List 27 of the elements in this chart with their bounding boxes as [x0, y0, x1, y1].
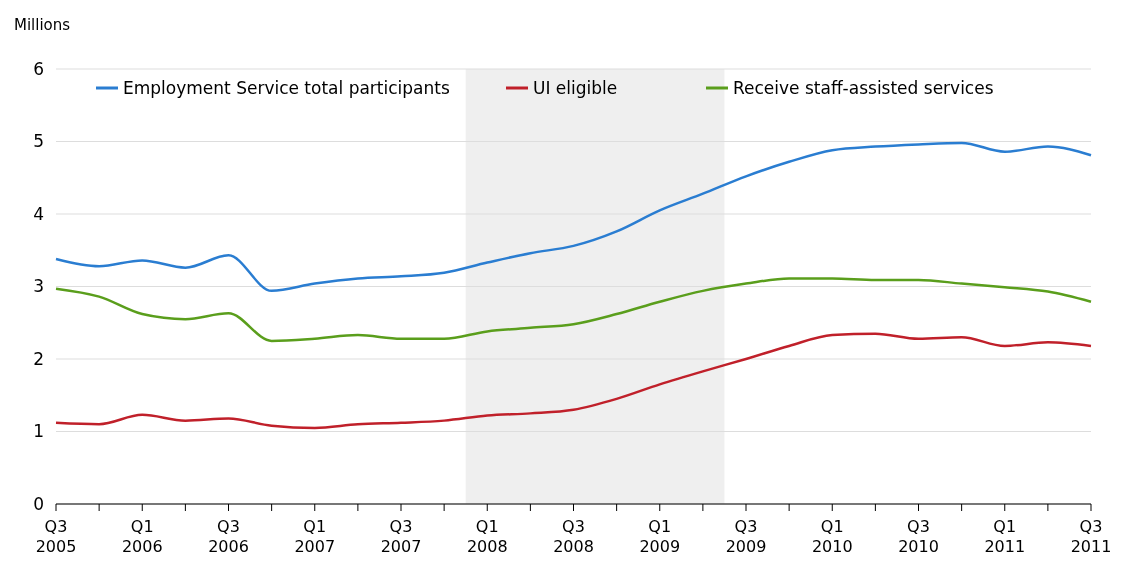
y-axis-title: Millions [14, 16, 71, 34]
y-tick-label: 3 [33, 276, 44, 297]
x-tick-label: Q1 2008 [466, 517, 508, 556]
x-tick-label: Q3 2007 [380, 517, 422, 556]
x-tick-label: Q3 2010 [898, 517, 939, 556]
y-tick-label: 0 [33, 493, 44, 514]
y-tick-label: 4 [33, 203, 44, 224]
y-tick-label: 1 [33, 421, 44, 442]
x-tick-label: Q3 2005 [35, 517, 77, 556]
x-tick-label: Q3 2008 [553, 517, 594, 556]
x-tick-label: Q3 2009 [725, 517, 767, 556]
line-series [54, 332, 1093, 430]
y-tick-label: 6 [33, 58, 44, 79]
legend-label: Employment Service total participants [123, 77, 450, 98]
x-tick-label: Q1 2010 [811, 517, 853, 556]
y-tick-label: 5 [33, 131, 44, 152]
line-series [54, 141, 1093, 293]
line-series [54, 277, 1093, 343]
x-tick-label: Q1 2009 [639, 517, 681, 556]
x-tick-label: Q3 2006 [208, 517, 249, 556]
y-tick-label: 2 [33, 348, 44, 369]
x-tick-label: Q1 2007 [294, 517, 336, 556]
x-tick-label: Q1 2006 [121, 517, 163, 556]
legend-label: UI eligible [533, 77, 618, 98]
x-tick-label: Q3 2011 [1070, 517, 1112, 556]
x-tick-label: Q1 2011 [984, 517, 1026, 556]
legend-label: Receive staff-assisted services [733, 77, 994, 98]
